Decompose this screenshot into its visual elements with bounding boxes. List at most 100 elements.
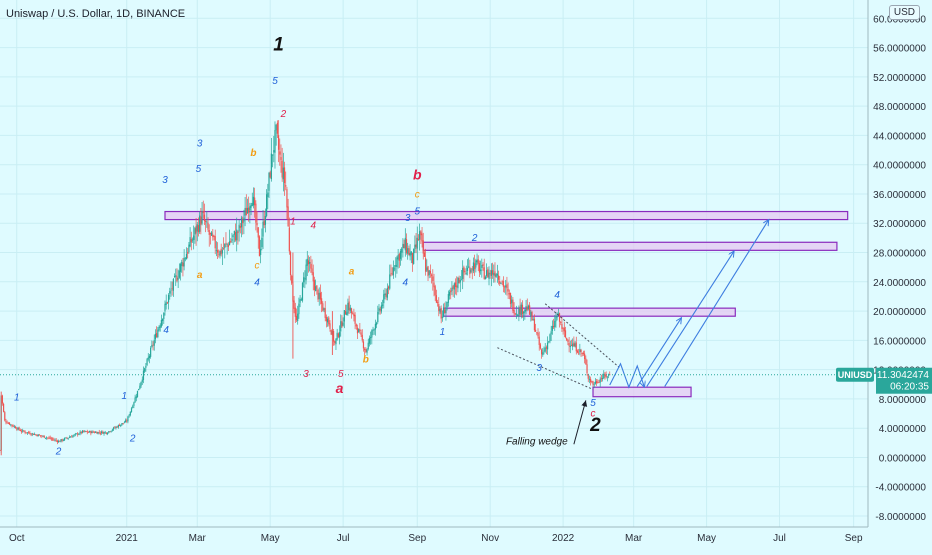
candle-body <box>218 253 220 255</box>
candle-body <box>575 342 577 352</box>
candle-body <box>453 283 455 290</box>
candle-body <box>578 352 580 354</box>
candle-body <box>503 286 506 288</box>
candle-body <box>350 308 353 314</box>
candle-body <box>307 260 310 265</box>
price-tick-label: -8.0000000 <box>875 512 926 523</box>
candle-body <box>533 318 536 331</box>
candle-body <box>425 258 427 272</box>
candle-body <box>138 388 140 391</box>
candle-body <box>420 231 422 236</box>
candle-body <box>487 269 489 278</box>
candle-body <box>478 263 481 273</box>
projection-arrow <box>636 318 681 387</box>
candle-body <box>297 313 299 321</box>
candle-body <box>242 220 244 224</box>
candle-body <box>81 430 84 433</box>
candle-body <box>201 211 203 224</box>
currency-button[interactable]: USD <box>888 5 920 20</box>
candle-body <box>436 302 439 303</box>
candle-body <box>515 313 518 315</box>
candle-body <box>126 420 128 422</box>
candle-body <box>322 303 324 311</box>
candle-body <box>167 294 170 303</box>
time-tick-label: Sep <box>408 533 426 544</box>
wave-label: c <box>415 190 420 201</box>
candle-body <box>393 268 396 270</box>
candle-body <box>92 431 94 433</box>
candle-body <box>481 264 483 269</box>
candle-body <box>206 221 208 223</box>
candle-body <box>316 285 318 289</box>
wave-label: 5 <box>338 369 344 380</box>
candle-body <box>169 291 171 294</box>
candle-body <box>494 271 496 277</box>
candle-body <box>261 237 263 248</box>
candle-body <box>294 307 296 317</box>
candle-body <box>2 403 5 412</box>
candle-body <box>381 304 384 306</box>
candle-body <box>399 250 402 259</box>
candle-body <box>500 282 502 284</box>
candle-body <box>383 294 385 304</box>
candle-body <box>429 270 432 274</box>
candle-body <box>273 150 275 153</box>
candle-body <box>98 431 100 433</box>
candle-body <box>179 264 182 272</box>
price-tick-label: 56.0000000 <box>873 44 926 55</box>
candle-body <box>227 244 229 248</box>
candle-body <box>598 382 600 383</box>
candle-body <box>139 385 141 389</box>
candle-body <box>426 267 428 271</box>
candle-body <box>501 281 503 283</box>
falling-wedge-label: Falling wedge <box>506 436 568 447</box>
candle-body <box>568 342 570 346</box>
wave-label: 1 <box>290 217 296 228</box>
candle-body <box>396 257 398 268</box>
candle-body <box>163 312 165 319</box>
price-tick-label: 32.0000000 <box>873 219 926 230</box>
candle-body <box>16 428 18 430</box>
candle-body <box>483 267 485 280</box>
candle-body <box>23 430 25 432</box>
candle-body <box>12 425 14 427</box>
candle-body <box>457 277 459 289</box>
candle-body <box>368 337 371 344</box>
price-badge <box>876 367 932 394</box>
candle-body <box>354 314 356 324</box>
candle-body <box>238 224 240 232</box>
wave-label: 3 <box>405 213 411 224</box>
candle-body <box>196 224 198 232</box>
price-tick-label: 40.0000000 <box>873 161 926 172</box>
candle-body <box>573 342 575 347</box>
candle-body <box>434 286 436 296</box>
candle-body <box>275 124 277 131</box>
candle-body <box>152 344 154 346</box>
candle-body <box>249 206 251 211</box>
time-tick-label: 2022 <box>552 533 575 544</box>
candle-body <box>255 203 257 223</box>
candle-body <box>268 172 270 191</box>
candle-body <box>555 316 557 322</box>
wave-label: 1 <box>122 391 128 402</box>
candle-body <box>529 305 531 315</box>
candle-body <box>310 263 312 269</box>
candle-body <box>220 248 222 255</box>
candle-body <box>22 430 24 432</box>
candle-body <box>513 310 515 314</box>
candle-body <box>380 305 382 312</box>
candle-body <box>548 341 550 343</box>
candle-body <box>499 281 501 284</box>
candle-body <box>193 235 195 240</box>
candle-body <box>69 436 72 438</box>
candle-body <box>597 382 599 384</box>
candle-body <box>164 303 166 312</box>
candle-body <box>170 289 172 291</box>
candle-body <box>392 267 394 276</box>
candle-body <box>257 227 259 238</box>
candle-body <box>496 273 498 276</box>
candle-body <box>53 439 55 441</box>
candle-body <box>73 434 75 436</box>
candle-body <box>184 258 186 260</box>
